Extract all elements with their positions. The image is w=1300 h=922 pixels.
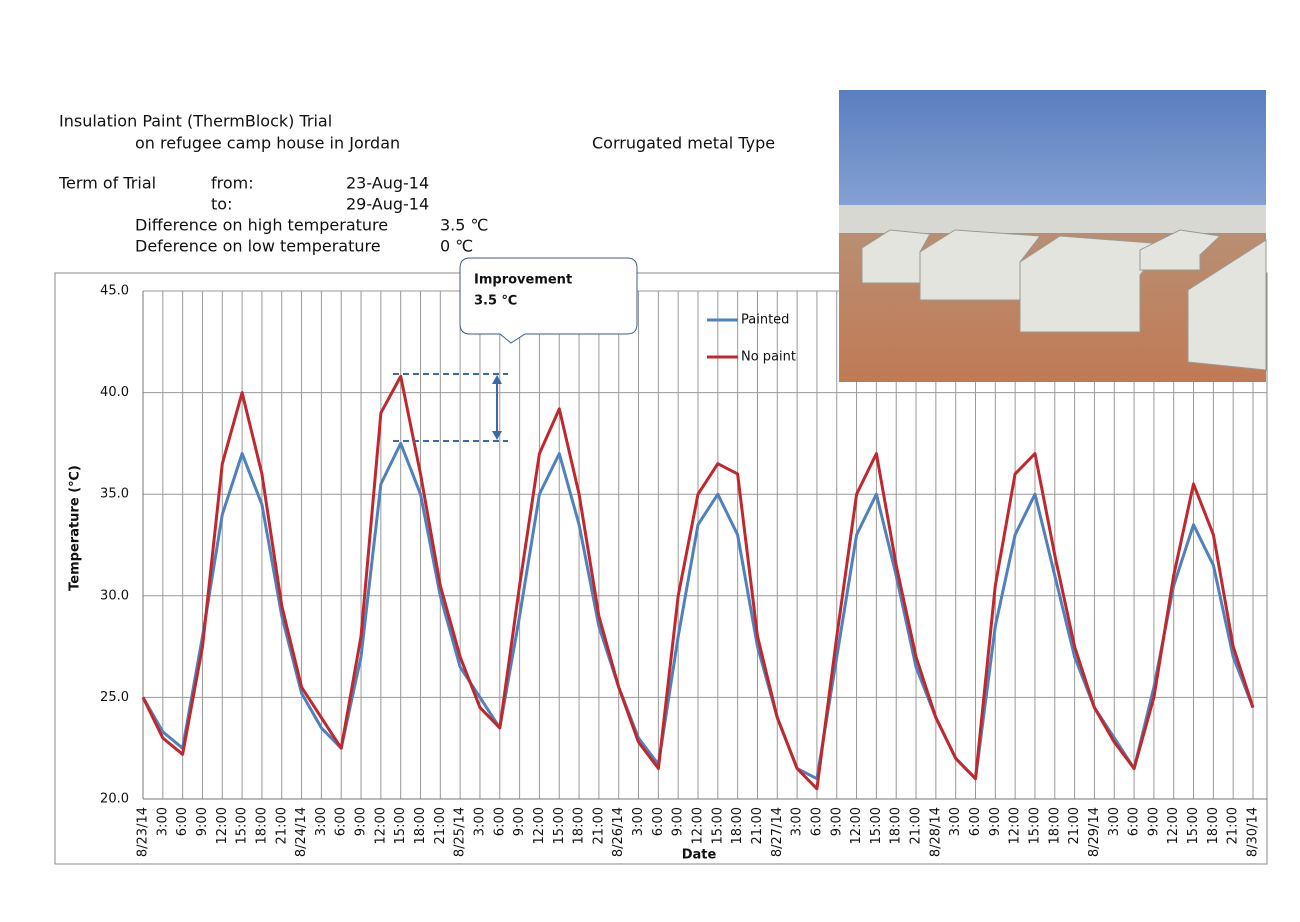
x-tick-label: 9:00 — [354, 807, 369, 836]
x-tick-label: 6:00 — [175, 807, 190, 836]
annotation-text: 3.5 ℃ — [474, 294, 517, 309]
high-label: Difference on high temperature — [135, 216, 388, 235]
x-tick-label: 18:00 — [413, 807, 428, 844]
x-tick-label: 21:00 — [433, 807, 448, 844]
y-tick-label: 30.0 — [100, 588, 129, 603]
y-tick-label: 25.0 — [100, 690, 129, 705]
x-tick-label: 21:00 — [1226, 807, 1241, 844]
x-tick-label: 6:00 — [334, 807, 349, 836]
x-tick-label: 3:00 — [631, 807, 646, 836]
y-tick-label: 35.0 — [100, 487, 129, 502]
x-tick-label: 8/26/14 — [611, 807, 626, 857]
x-tick-label: 3:00 — [1107, 807, 1122, 836]
x-tick-label: 15:00 — [1027, 807, 1042, 844]
x-tick-label: 9:00 — [988, 807, 1003, 836]
y-tick-label: 45.0 — [100, 284, 129, 299]
x-tick-label: 3:00 — [472, 807, 487, 836]
x-tick-label: 15:00 — [869, 807, 884, 844]
y-tick-label: 40.0 — [100, 385, 129, 400]
to-value: 29-Aug-14 — [346, 195, 429, 214]
x-tick-label: 12:00 — [849, 807, 864, 844]
x-tick-label: 18:00 — [254, 807, 269, 844]
x-tick-label: 15:00 — [1186, 807, 1201, 844]
x-tick-label: 12:00 — [1166, 807, 1181, 844]
low-value: 0 ℃ — [440, 237, 473, 256]
series-line — [141, 374, 1255, 791]
x-tick-label: 12:00 — [215, 807, 230, 844]
legend-label: Painted — [741, 313, 789, 328]
x-tick-label: 6:00 — [651, 807, 666, 836]
x-tick-label: 15:00 — [552, 807, 567, 844]
x-tick-label: 8/25/14 — [453, 807, 468, 857]
x-tick-label: 3:00 — [314, 807, 329, 836]
x-tick-label: 9:00 — [1146, 807, 1161, 836]
x-tick-label: 12:00 — [1008, 807, 1023, 844]
from-label: from: — [211, 174, 254, 193]
y-axis-label: Temperature (℃) — [68, 465, 83, 591]
x-tick-label: 21:00 — [1067, 807, 1082, 844]
x-tick-label: 8/23/14 — [136, 807, 151, 857]
x-tick-label: 18:00 — [572, 807, 587, 844]
x-tick-label: 3:00 — [790, 807, 805, 836]
to-label: to: — [211, 195, 232, 214]
y-tick-label: 20.0 — [100, 792, 129, 807]
x-tick-label: 8/30/14 — [1246, 807, 1261, 857]
x-tick-label: 9:00 — [512, 807, 527, 836]
x-tick-label: 8/24/14 — [294, 807, 309, 857]
x-tick-label: 18:00 — [1047, 807, 1062, 844]
x-tick-label: 18:00 — [889, 807, 904, 844]
x-tick-label: 12:00 — [373, 807, 388, 844]
subtitle: on refugee camp house in Jordan — [135, 134, 400, 153]
x-tick-label: 21:00 — [909, 807, 924, 844]
x-tick-label: 15:00 — [235, 807, 250, 844]
x-tick-label: 9:00 — [829, 807, 844, 836]
annotation: Improvement 3.5 ℃ — [393, 257, 638, 442]
from-value: 23-Aug-14 — [346, 174, 429, 193]
x-tick-label: 18:00 — [1206, 807, 1221, 844]
x-tick-label: 8/28/14 — [928, 807, 943, 857]
x-tick-label: 18:00 — [730, 807, 745, 844]
low-label: Deference on low temperature — [135, 237, 381, 256]
x-tick-label: 8/27/14 — [770, 807, 785, 857]
x-tick-label: 15:00 — [710, 807, 725, 844]
x-tick-label: 9:00 — [671, 807, 686, 836]
annotation-title: Improvement — [474, 273, 572, 288]
x-tick-label: 6:00 — [1127, 807, 1142, 836]
x-tick-label: 12:00 — [532, 807, 547, 844]
term-label: Term of Trial — [58, 174, 156, 193]
x-axis-label: Date — [682, 848, 717, 863]
x-tick-label: 3:00 — [948, 807, 963, 836]
x-tick-label: 15:00 — [393, 807, 408, 844]
photo-houses-far — [839, 205, 1266, 233]
x-tick-label: 6:00 — [492, 807, 507, 836]
x-tick-label: 6:00 — [809, 807, 824, 836]
x-tick-label: 8/29/14 — [1087, 807, 1102, 857]
callout — [459, 257, 638, 344]
x-tick-label: 3:00 — [155, 807, 170, 836]
x-tick-label: 12:00 — [691, 807, 706, 844]
series-line — [141, 441, 1255, 781]
x-tick-label: 21:00 — [591, 807, 606, 844]
photo — [839, 90, 1267, 382]
x-tick-label: 21:00 — [274, 807, 289, 844]
high-value: 3.5 ℃ — [440, 216, 489, 235]
x-tick-label: 6:00 — [968, 807, 983, 836]
type-note: Corrugated metal Type — [592, 134, 775, 153]
title: Insulation Paint (ThermBlock) Trial — [59, 112, 332, 131]
x-tick-label: 9:00 — [195, 807, 210, 836]
header: Insulation Paint (ThermBlock) Trial on r… — [58, 112, 775, 256]
photo-houses — [861, 229, 1267, 371]
x-tick-label: 21:00 — [750, 807, 765, 844]
legend-label: No paint — [741, 350, 796, 365]
